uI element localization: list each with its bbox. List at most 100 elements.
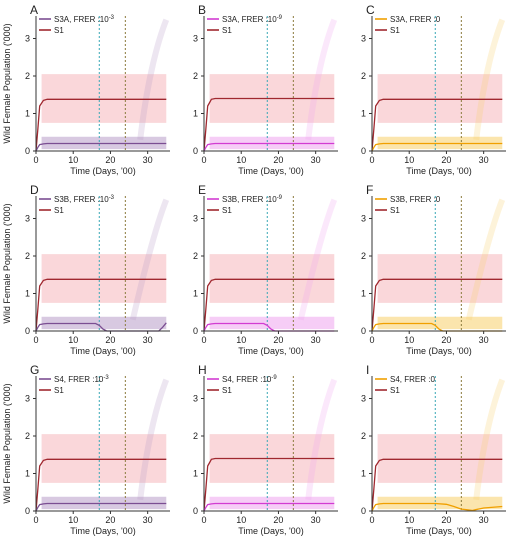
legend-entry: S1 (54, 386, 64, 395)
y-tick-label: 3 (25, 214, 30, 224)
y-tick-label: 2 (25, 251, 30, 261)
trajectory-cloud (137, 18, 170, 141)
legend-entry: S1 (390, 206, 400, 215)
x-axis-label: Time (Days, '00) (406, 346, 471, 356)
y-tick-label: 0 (361, 326, 366, 336)
legend-exponent: -9 (271, 375, 277, 381)
legend-entry: S3B, FRER :0 (390, 195, 441, 204)
legend-exponent: -3 (103, 375, 109, 381)
panel-label: D (30, 183, 39, 197)
s1-confidence-band (209, 254, 335, 303)
y-tick-label: 3 (193, 214, 198, 224)
treatment-series-line (35, 502, 167, 512)
legend-entry: S1 (54, 206, 64, 215)
y-tick-label: 1 (361, 289, 366, 299)
s1-series-line (203, 278, 335, 332)
legend-entry: S1 (222, 386, 232, 395)
treatment-series-line (203, 142, 335, 152)
legend-entry: S1 (390, 386, 400, 395)
legend-entry: S3B, FRER :10-9 (222, 195, 283, 204)
x-tick-label: 30 (479, 335, 489, 345)
y-tick-label: 3 (25, 394, 30, 404)
x-tick-label: 10 (68, 515, 78, 525)
y-tick-label: 1 (25, 289, 30, 299)
treatment-series-line (371, 142, 503, 152)
x-tick-label: 30 (143, 515, 153, 525)
y-tick-label: 3 (193, 394, 198, 404)
s1-series-line (371, 98, 503, 152)
treatment-series-line (371, 502, 503, 512)
y-tick-label: 1 (193, 109, 198, 119)
treatment-confidence-band (41, 316, 167, 330)
legend-entry: S3A, FRER :10-3 (54, 15, 115, 24)
x-tick-label: 20 (105, 515, 115, 525)
y-tick-label: 0 (193, 506, 198, 516)
x-tick-label: 0 (369, 515, 374, 525)
legend-entry: S3A, FRER :10-9 (222, 15, 283, 24)
x-tick-label: 30 (311, 515, 321, 525)
x-axis-label: Time (Days, '00) (406, 526, 471, 536)
x-tick-label: 20 (441, 155, 451, 165)
trajectory-cloud (305, 378, 338, 501)
treatment-series-line (35, 142, 167, 152)
legend-entry: S4, FRER :10-9 (222, 375, 277, 384)
y-tick-label: 3 (361, 34, 366, 44)
y-tick-label: 0 (25, 146, 30, 156)
treatment-confidence-band (377, 316, 503, 330)
y-tick-label: 1 (193, 289, 198, 299)
x-axis-label: Time (Days, '00) (70, 526, 135, 536)
x-axis-label: Time (Days, '00) (70, 166, 135, 176)
s1-confidence-band (377, 254, 503, 303)
treatment-series-line (371, 322, 503, 332)
legend-entry: S1 (222, 206, 232, 215)
y-tick-label: 2 (25, 431, 30, 441)
legend-entry: S1 (222, 26, 232, 35)
y-tick-label: 3 (361, 394, 366, 404)
y-tick-label: 3 (25, 34, 30, 44)
x-tick-label: 10 (404, 335, 414, 345)
x-axis-label: Time (Days, '00) (70, 346, 135, 356)
legend-entry: S1 (390, 26, 400, 35)
panel-label: A (30, 3, 38, 17)
y-tick-label: 2 (361, 251, 366, 261)
x-tick-label: 30 (311, 335, 321, 345)
legend-exponent: -9 (277, 195, 283, 201)
trajectory-cloud (129, 198, 170, 321)
x-tick-label: 10 (236, 335, 246, 345)
y-tick-label: 2 (193, 251, 198, 261)
x-axis-label: Time (Days, '00) (238, 526, 303, 536)
y-tick-label: 1 (193, 469, 198, 479)
x-tick-label: 30 (143, 335, 153, 345)
y-tick-label: 0 (25, 326, 30, 336)
x-tick-label: 0 (201, 335, 206, 345)
s1-confidence-band (41, 254, 167, 303)
s1-series-line (203, 97, 335, 152)
panel-label: G (30, 363, 39, 377)
panel-label: H (198, 363, 207, 377)
x-tick-label: 30 (479, 515, 489, 525)
y-tick-label: 1 (25, 469, 30, 479)
s1-confidence-band (41, 434, 167, 483)
y-tick-label: 2 (25, 71, 30, 81)
trajectory-cloud (305, 18, 338, 141)
y-tick-label: 0 (361, 146, 366, 156)
x-tick-label: 30 (311, 155, 321, 165)
x-tick-label: 0 (33, 155, 38, 165)
y-tick-label: 1 (25, 109, 30, 119)
panel-label: I (366, 363, 369, 377)
y-tick-label: 3 (193, 34, 198, 44)
legend-entry: S3B, FRER :10-3 (54, 195, 115, 204)
x-tick-label: 10 (236, 515, 246, 525)
x-tick-label: 10 (404, 155, 414, 165)
x-tick-label: 10 (68, 335, 78, 345)
trajectory-cloud (137, 378, 170, 501)
treatment-confidence-band (209, 316, 335, 330)
x-tick-label: 10 (236, 155, 246, 165)
